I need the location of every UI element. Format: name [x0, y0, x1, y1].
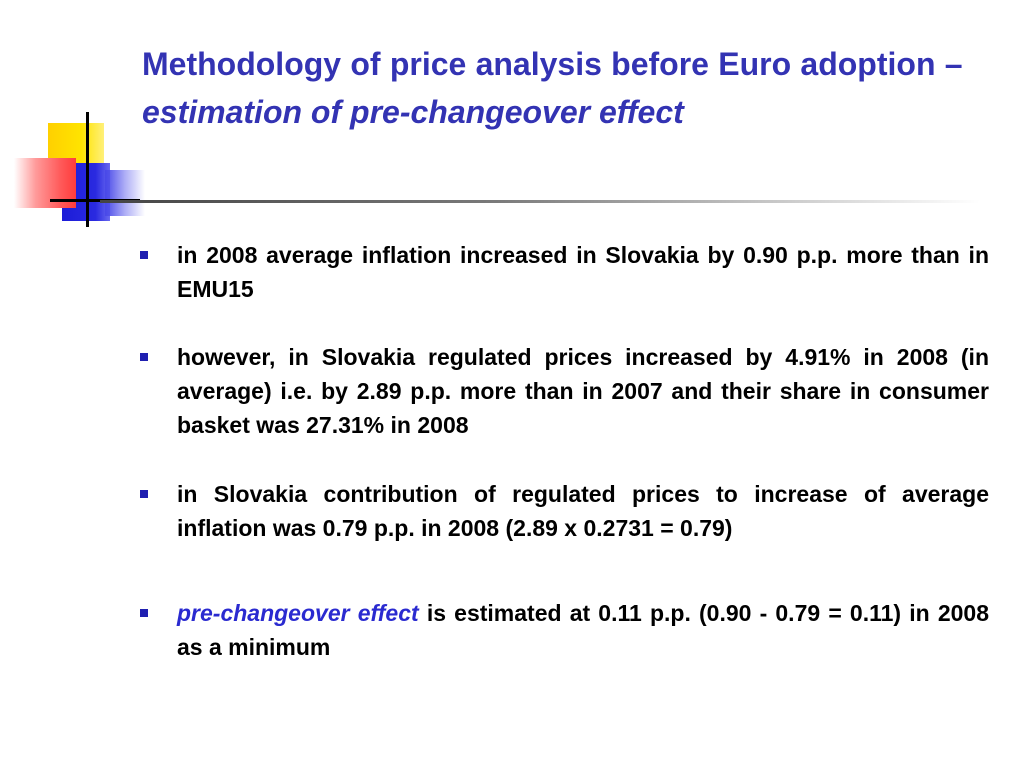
- bullet-text: however, in Slovakia regulated prices in…: [177, 344, 989, 438]
- horizontal-line-icon: [50, 199, 140, 202]
- title-main: Methodology of price analysis before Eur…: [142, 46, 963, 82]
- square-bullet-icon: [140, 609, 148, 617]
- square-bullet-icon: [140, 490, 148, 498]
- bullet-text: in 2008 average inflation increased in S…: [177, 242, 989, 302]
- pre-changeover-effect-term: pre-changeover effect: [177, 600, 419, 626]
- square-bullet-icon: [140, 251, 148, 259]
- square-bullet-icon: [140, 353, 148, 361]
- vertical-line-icon: [86, 112, 89, 227]
- bullet-text: pre-changeover effect is estimated at 0.…: [177, 596, 989, 664]
- title-emphasis: estimation of pre-changeover effect: [142, 94, 684, 130]
- title-divider: [100, 200, 980, 203]
- bullet-text-rest: is estimated at 0.11 p.p. (0.90 - 0.79 =…: [177, 600, 989, 660]
- bullet-text: in Slovakia contribution of regulated pr…: [177, 481, 989, 541]
- blue-fade-icon: [105, 170, 145, 216]
- slide-title: Methodology of price analysis before Eur…: [142, 40, 990, 136]
